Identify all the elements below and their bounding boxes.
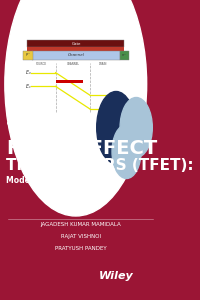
Text: $E_v$: $E_v$ [25,68,33,77]
Text: DRAIN: DRAIN [99,62,107,66]
Text: $p^+$: $p^+$ [25,51,31,59]
Text: TUNNEL: TUNNEL [6,122,94,140]
Text: Wiley: Wiley [99,271,133,281]
Bar [27,40,124,46]
Text: $n^+$: $n^+$ [121,51,128,59]
Text: RAJAT VISHNOI: RAJAT VISHNOI [61,234,101,239]
Text: $E_c$: $E_c$ [25,82,32,91]
Text: Channel: Channel [68,53,85,57]
Bar [56,80,83,82]
Circle shape [5,0,147,216]
Text: CHANNEL: CHANNEL [67,62,80,66]
Text: FIELD-EFFECT: FIELD-EFFECT [6,140,158,158]
Text: JAGADESH KUMAR MAMIDALA: JAGADESH KUMAR MAMIDALA [40,222,121,227]
Text: Modelling and Simulation: Modelling and Simulation [6,176,117,185]
Circle shape [120,98,152,158]
Bar [27,47,124,51]
Bar [120,51,129,60]
Circle shape [97,92,135,164]
Text: TRANSISTORS (TFET):: TRANSISTORS (TFET): [6,158,194,172]
Text: PRATYUSH PANDEY: PRATYUSH PANDEY [55,246,106,251]
Text: Gate: Gate [71,42,81,46]
Circle shape [112,124,141,178]
Bar [32,51,120,60]
Text: SOURCE: SOURCE [35,62,47,66]
Bar [23,51,33,60]
